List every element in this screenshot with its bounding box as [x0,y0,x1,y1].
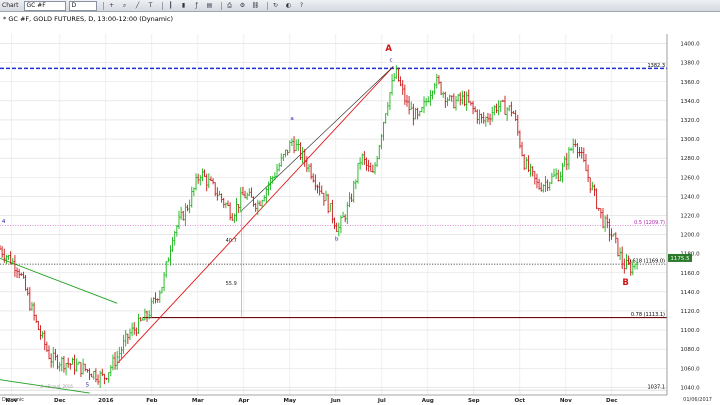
crosshair-icon[interactable]: + [108,2,115,9]
wave-label: B [622,278,628,288]
x-tick-label: Apr [238,398,249,404]
x-tick-label: Dec [54,398,66,404]
toolbar-buttons: + ⌕ ╱ T ┃ ▮ ƒ ▤ ⎙ ⚙ ⛓ ↻ ◐? [107,1,310,11]
candle-style-icon[interactable]: ▮ [181,2,186,9]
footer-mode: Dynamic [2,397,24,403]
green-trend-line[interactable] [0,258,118,304]
x-tick-label: 2016 [98,398,113,404]
bar-style-icon[interactable]: ┃ [168,2,173,9]
y-tick-label: 1300.0 [680,137,700,143]
level-label: 1382.3 [648,63,666,69]
y-tick-label: 1040.0 [680,385,700,391]
watermark: © eSignal, 2016 [40,384,73,389]
y-tick-label: 1380.0 [680,61,700,67]
x-tick-label: Nov [6,398,18,404]
wave-label: A [385,44,392,54]
y-tick-label: 1280.0 [680,156,700,162]
y-tick-label: 1120.0 [680,309,700,315]
grid [0,34,667,395]
y-tick-label: 1100.0 [680,328,700,334]
y-tick-label: 1060.0 [680,366,700,372]
wave-label: b [335,236,339,242]
x-tick-label: Aug [422,398,434,404]
wave-label: c [389,58,392,64]
measure-label: 40.7 [226,238,237,244]
price-chart[interactable]: 1382.3 0.5 (1209.7) 0.618 (1169.0) 0.78 (11… [0,12,720,405]
level-label: 0.5 (1209.7) [634,220,665,226]
draw-line-icon[interactable]: ╱ [135,2,140,9]
symbol-input[interactable]: GC #F [23,0,66,11]
x-tick-label: Sep [468,398,480,404]
wave-trend-line[interactable] [241,66,394,211]
current-price-label: 1175.5 [670,256,690,262]
x-tick-label: Nov [560,398,572,404]
y-tick-label: 1140.0 [680,290,700,296]
wave-label: 4 [2,219,6,225]
y-tick-label: 1400.0 [680,42,700,48]
text-tool-icon[interactable]: T [148,2,153,9]
interval-input[interactable]: D [68,0,97,11]
color-icon[interactable]: ◐ [285,2,292,9]
footer-date: 01/06/2017 [683,397,712,403]
y-tick-label: 1320.0 [680,118,700,124]
x-tick-label: Feb [146,398,157,404]
toolbar-divider [102,1,104,10]
y-tick-label: 1240.0 [680,194,700,200]
wave-trend-line[interactable] [116,66,394,364]
chart-annotations: Ac a b 4 5 B 40.7 55.9 [2,44,629,388]
link-icon[interactable]: ⛓ [251,2,260,9]
print-icon[interactable]: ⎙ [227,1,232,9]
price-bars [0,65,639,388]
y-tick-label: 1200.0 [680,233,700,239]
chart-title: * GC #F, GOLD FUTURES, D, 13:00-12:00 (D… [3,15,173,23]
toolbar-divider [220,1,222,10]
trend-lines[interactable] [0,66,394,394]
chart-area[interactable]: 1382.3 0.5 (1209.7) 0.618 (1169.0) 0.78 (11… [0,12,720,405]
wave-label: 5 [86,382,90,388]
indicator-icon[interactable]: ƒ [195,2,198,9]
measure-label: 55.9 [226,281,237,287]
toolbar-divider [266,1,268,10]
template-icon[interactable]: ▤ [206,2,213,9]
x-tick-label: Jun [330,398,341,404]
x-tick-label: Oct [515,398,526,404]
x-tick-label: Jul [377,398,386,404]
y-tick-label: 1080.0 [680,347,700,353]
chart-toolbar: Chart GC #F D + ⌕ ╱ T ┃ ▮ ƒ ▤ ⎙ ⚙ ⛓ ↻ ◐? [0,0,720,12]
level-label: 0.618 (1169.0) [628,259,665,265]
zoom-icon[interactable]: ⌕ [122,1,127,9]
chart-label: Chart [2,2,19,9]
y-tick-label: 1340.0 [680,99,700,105]
x-tick-label: Dec [606,398,618,404]
x-tick-label: May [283,398,296,404]
green-trend-line[interactable] [0,379,90,394]
current-price-tag [668,253,692,262]
x-tick-label: Mar [192,398,204,404]
axes: 1040.0 1060.0 1080.0 1100.0 1120.0 1140.0 1160… [0,34,700,404]
y-tick-label: 1160.0 [680,271,700,277]
help-icon[interactable]: ? [299,2,304,9]
level-label: 0.78 (1113.1) [631,312,665,318]
toolbar-divider [161,1,163,10]
y-tick-label: 1260.0 [680,175,700,181]
wave-label: a [290,116,293,122]
refresh-icon[interactable]: ↻ [272,2,279,9]
level-lines: 1382.3 0.5 (1209.7) 0.618 (1169.0) 0.78 (11… [0,63,667,391]
settings-icon[interactable]: ⚙ [239,2,246,9]
y-tick-label: 1220.0 [680,213,700,219]
y-tick-label: 1360.0 [680,80,700,86]
level-label: 1037.1 [648,385,666,391]
